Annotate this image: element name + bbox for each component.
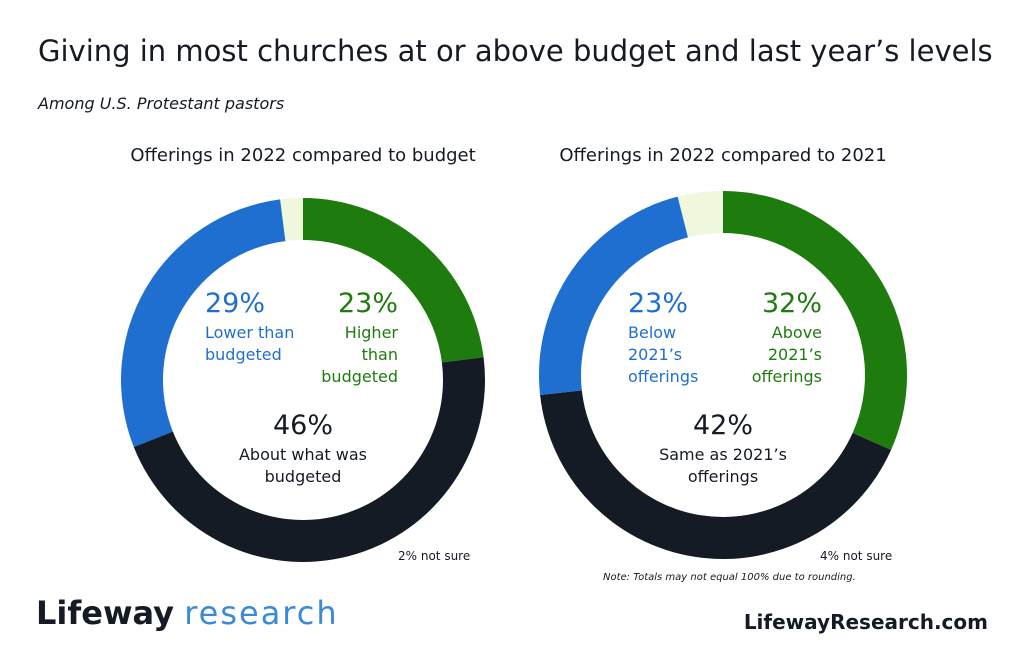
category-label: Lower than budgeted	[205, 323, 295, 364]
title: Giving in most churches at or above budg…	[38, 34, 993, 68]
donut-segment	[303, 198, 484, 363]
subtitle: Among U.S. Protestant pastors	[38, 94, 285, 113]
value-label: 4% not sure	[820, 549, 893, 563]
donut-segment	[121, 199, 286, 447]
chart-subtitle: Offerings in 2022 compared to 2021	[559, 145, 887, 166]
brand: Lifeway research	[36, 594, 339, 632]
donut-segment	[280, 198, 303, 242]
category-label: Below 2021’s offerings	[628, 323, 699, 386]
brand-name: Lifeway	[36, 594, 175, 632]
website: LifewayResearch.com	[743, 610, 988, 634]
brand-suffix: research	[184, 594, 339, 632]
value-label: 32%	[761, 288, 822, 319]
value-label: 23%	[337, 288, 398, 319]
category-label: Higher than budgeted	[321, 323, 398, 386]
donut-segment	[133, 357, 485, 562]
note: Note: Totals may not equal 100% due to r…	[603, 572, 856, 583]
category-label: Same as 2021’s offerings	[659, 445, 787, 486]
category-label: Above 2021’s offerings	[751, 323, 822, 386]
donut-segment	[540, 390, 892, 560]
value-label: 42%	[692, 410, 753, 441]
donut-segment	[539, 196, 689, 395]
donut-segment	[723, 191, 907, 451]
category-label: About what was budgeted	[238, 445, 367, 486]
value-label: 46%	[272, 410, 333, 441]
chart-subtitle: Offerings in 2022 compared to budget	[130, 145, 476, 166]
donut-segment	[677, 191, 723, 238]
value-label: 23%	[628, 288, 689, 319]
value-label: 29%	[205, 288, 266, 319]
value-label: 2% not sure	[398, 549, 471, 563]
